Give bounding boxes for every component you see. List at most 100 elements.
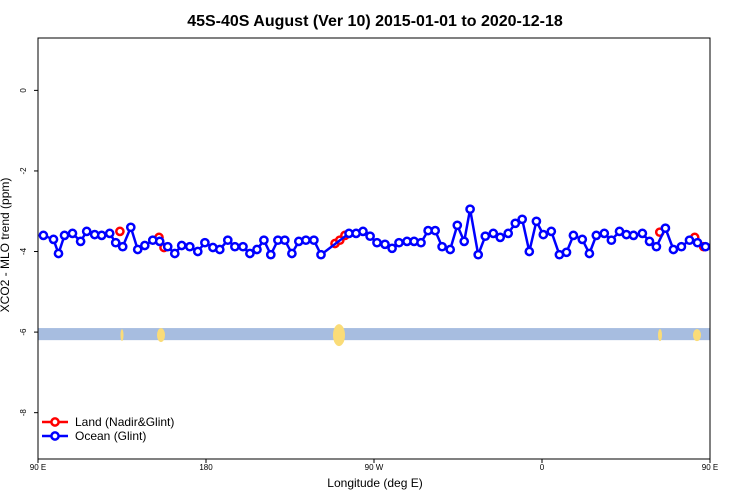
ocean-data-point (394, 237, 404, 248)
ocean-data-point (365, 231, 375, 242)
y-tick-label: -8 (19, 409, 28, 417)
ocean-data-point (245, 248, 255, 259)
ocean-data-point (48, 234, 59, 245)
ocean-data-point (287, 248, 297, 259)
y-tick-label: 0 (19, 88, 28, 93)
ocean-data-point (200, 237, 210, 248)
ocean-data-point (628, 230, 639, 241)
ocean-data-point (452, 220, 463, 231)
ocean-data-point (265, 249, 276, 260)
ocean-data-point (104, 228, 115, 239)
ocean-data-point (430, 225, 441, 236)
ocean-data-point (230, 241, 240, 252)
ocean-data-point (279, 235, 290, 246)
land-band-patch (693, 329, 701, 342)
ocean-data-point (684, 235, 695, 246)
ocean-data-point (465, 204, 475, 215)
ocean-data-point (700, 241, 710, 252)
ocean-data-point (480, 231, 491, 242)
ocean-data-point (538, 229, 549, 240)
ocean-legend-label: Ocean (Glint) (75, 429, 146, 443)
ocean-data-point (110, 237, 121, 248)
ocean-data-point (301, 235, 311, 246)
ocean-data-point (510, 218, 521, 229)
ocean-data-point (561, 247, 572, 258)
ocean-data-point (387, 243, 397, 254)
ocean-band (38, 328, 710, 341)
ocean-data-point (169, 248, 180, 259)
x-tick-label: 90 E (30, 463, 46, 472)
chart-title: 45S-40S August (Ver 10) 2015-01-01 to 20… (187, 13, 563, 30)
x-tick-label: 180 (199, 463, 213, 472)
ocean-data-point (132, 244, 143, 255)
ocean-data-point (372, 237, 382, 248)
ocean-data-point (517, 214, 528, 225)
ocean-data-point (459, 236, 470, 247)
axes: 90 E 180 90 W 0 90 E 0 -2 -4 -6 -8 (19, 37, 718, 472)
land-band-patch (658, 329, 662, 342)
plot-area (38, 204, 710, 347)
land-band-patch (120, 329, 124, 342)
land-band-patch (157, 328, 165, 343)
ocean-data-point (184, 241, 195, 252)
ocean-data-point (584, 248, 595, 259)
ocean-data-point (81, 226, 92, 237)
ocean-data-point (416, 237, 426, 248)
ocean-data-point (154, 236, 165, 247)
ocean-data-point (214, 244, 225, 255)
ocean-data-point (259, 235, 269, 246)
ocean-data-point (59, 230, 70, 241)
ocean-data-point (637, 228, 648, 239)
ocean-data-point (96, 230, 107, 241)
ocean-data-point (568, 230, 579, 241)
y-axis-label: XCO2 - MLO trend (ppm) (0, 178, 12, 313)
ocean-data-point (668, 244, 679, 255)
ocean-data-point (53, 248, 64, 259)
ocean-data-point (176, 240, 187, 251)
ocean-data-point (473, 249, 484, 260)
ocean-data-point (380, 239, 390, 250)
ocean-data-point (75, 236, 86, 247)
ocean-data-point (606, 235, 617, 246)
ocean-legend-marker (50, 431, 60, 441)
ocean-data-point (524, 246, 535, 257)
ocean-data-point (125, 222, 136, 233)
ocean-data-point (651, 241, 662, 252)
x-tick-label: 0 (540, 463, 545, 472)
land-data-point (115, 226, 125, 237)
ocean-data-point (316, 249, 326, 260)
ocean-data-point (599, 228, 610, 239)
legend: Land (Nadir&Glint)Ocean (Glint) (42, 415, 174, 443)
ocean-data-point (644, 236, 655, 247)
ocean-data-point (495, 232, 506, 243)
ocean-data-point (67, 228, 78, 239)
ocean-data-point (192, 246, 203, 257)
ocean-data-point (546, 226, 557, 237)
ocean-data-point (358, 226, 368, 237)
ocean-data-point (676, 241, 687, 252)
y-tick-label: -6 (19, 328, 28, 336)
ocean-data-point (660, 223, 671, 234)
ocean-data-point (252, 244, 262, 255)
ocean-data-point (139, 240, 150, 251)
ocean-data-point (503, 228, 514, 239)
series-group (38, 204, 710, 260)
ocean-data-point (38, 230, 49, 241)
x-tick-label: 90 E (702, 463, 718, 472)
ocean-data-point (591, 230, 602, 241)
ocean-data-point (238, 241, 248, 252)
y-tick-label: -4 (19, 247, 28, 255)
land-legend-marker (50, 417, 60, 427)
ocean-data-point (692, 237, 703, 248)
land-band-patch (333, 324, 345, 347)
x-axis-label: Longitude (deg E) (327, 476, 422, 490)
ocean-data-point (162, 241, 173, 252)
ocean-data-point (437, 241, 447, 252)
ocean-data-point (117, 241, 128, 252)
ocean-data-point (488, 228, 499, 239)
y-tick-label: -2 (19, 167, 28, 175)
ocean-data-point (445, 244, 456, 255)
ocean-data-point (222, 235, 233, 246)
ocean-data-point (309, 235, 319, 246)
